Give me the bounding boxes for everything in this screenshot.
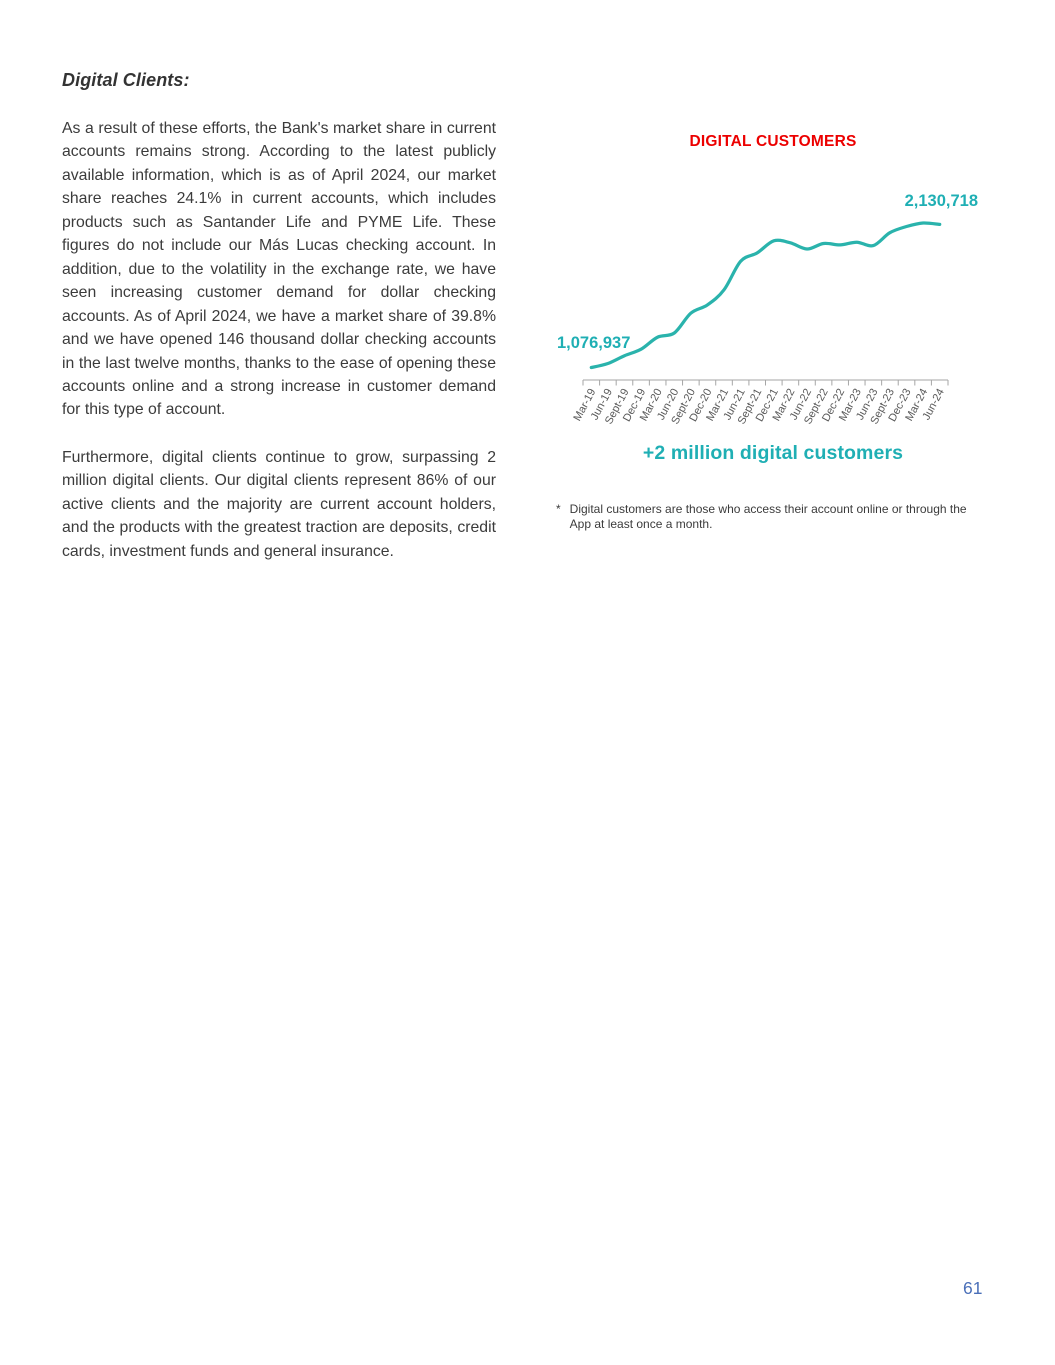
chart-title: DIGITAL CUSTOMERS [689, 133, 857, 150]
page-number: 61 [963, 1278, 983, 1298]
footnote-asterisk: * [556, 502, 561, 516]
digital-customers-series-line [589, 221, 942, 370]
paragraph-market-share: As a result of these efforts, the Bank's… [62, 120, 496, 419]
digital-customers-chart-panel: DIGITAL CUSTOMERS 2,130,718 Mar-19 Jun-19… [555, 128, 991, 548]
chart-end-value-label: 2,130,718 [904, 192, 978, 210]
section-heading: Digital Clients: [62, 70, 190, 90]
footnote-text: Digital customers are those who access t… [569, 502, 967, 531]
chart-caption: +2 million digital customers [642, 442, 904, 464]
chart-start-value-label: 1,076,937 [557, 334, 631, 352]
digital-customers-chart: Mar-19Jun-19Sept-19Dec-19Mar-20Jun-20Sep… [571, 221, 949, 426]
paragraph-digital-clients: Furthermore, digital clients continue to… [62, 448, 496, 560]
body-text-column: As a result of these efforts, the Bank's… [62, 117, 496, 563]
chart-footnote: * Digital customers are those who access… [556, 502, 990, 531]
